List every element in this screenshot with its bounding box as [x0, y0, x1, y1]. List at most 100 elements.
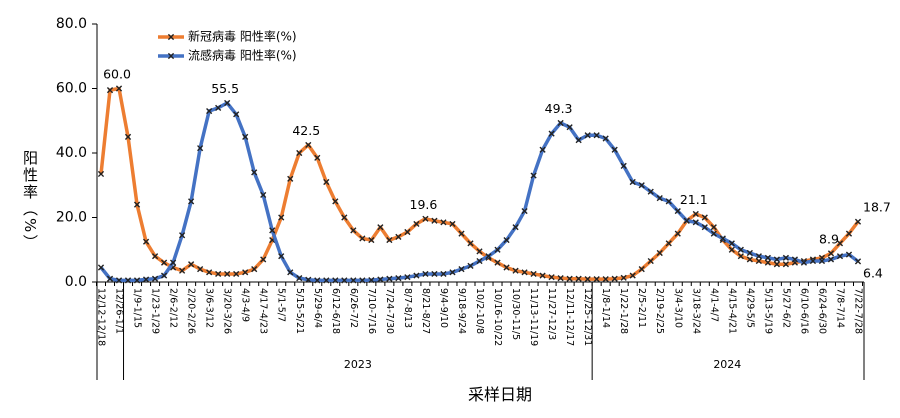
- data-label: 60.0: [103, 67, 131, 82]
- x-tick-label: 4/1-4/7: [708, 288, 719, 322]
- x-tick-label: 6/26-7/2: [348, 288, 359, 328]
- point-marker: [665, 198, 672, 205]
- x-tick-label: 11/27-12/3: [546, 288, 557, 340]
- point-marker: [818, 257, 826, 265]
- point-marker: [305, 276, 312, 283]
- point-marker: [179, 267, 186, 274]
- x-group-label: 2023: [344, 358, 372, 371]
- point-marker: [773, 256, 780, 263]
- x-tick-label: 10/16-10/22: [492, 288, 503, 346]
- point-marker: [530, 172, 537, 179]
- y-tick-label: 20.0: [56, 210, 87, 226]
- x-tick-label: 7/22-7/28: [853, 288, 864, 334]
- point-marker: [854, 258, 862, 265]
- point-marker: [656, 195, 663, 202]
- point-marker: [683, 217, 690, 224]
- point-marker: [449, 269, 456, 276]
- point-marker: [611, 275, 618, 282]
- point-marker: [269, 227, 276, 234]
- point-marker: [836, 253, 844, 260]
- point-marker: [395, 233, 402, 240]
- point-marker: [151, 275, 159, 282]
- point-marker: [728, 246, 735, 253]
- point-marker: [251, 169, 258, 176]
- point-marker: [206, 269, 213, 276]
- point-marker: [287, 175, 294, 182]
- point-marker: [602, 135, 609, 142]
- x-tick-label: 5/13-5/19: [762, 288, 773, 334]
- point-marker: [584, 276, 591, 283]
- point-marker: [746, 256, 753, 263]
- x-tick-label: 2/5-2/11: [636, 288, 647, 328]
- x-tick-label: 6/12-6/18: [330, 288, 341, 334]
- point-marker: [764, 259, 771, 266]
- point-marker: [512, 224, 519, 231]
- point-marker: [422, 215, 429, 222]
- point-marker: [404, 274, 411, 281]
- x-tick-label: 3/18-3/24: [690, 288, 701, 334]
- point-marker: [314, 277, 321, 284]
- point-marker: [782, 261, 789, 268]
- point-marker: [593, 276, 600, 283]
- point-marker: [782, 254, 790, 261]
- x-tick-label: 2/6-2/12: [168, 288, 179, 328]
- point-marker: [151, 253, 159, 260]
- point-marker: [386, 236, 393, 244]
- point-marker: [845, 251, 853, 258]
- point-marker: [593, 132, 600, 139]
- series-line: [99, 101, 860, 283]
- x-tick-label: 7/8-7/14: [834, 288, 845, 328]
- point-marker: [665, 240, 672, 247]
- point-marker: [494, 246, 501, 253]
- point-marker: [656, 249, 663, 257]
- x-tick-label: 4/17-4/23: [258, 288, 269, 334]
- x-tick-label: 9/18-9/24: [456, 288, 467, 334]
- point-marker: [224, 99, 231, 107]
- point-marker: [170, 259, 177, 266]
- point-marker: [827, 250, 835, 257]
- data-label: 21.1: [680, 192, 708, 207]
- x-tick-label: 12/26-1/1: [114, 288, 125, 334]
- point-marker: [377, 224, 384, 231]
- legend-marker: [167, 33, 175, 41]
- point-marker: [124, 133, 132, 140]
- point-marker: [350, 227, 357, 234]
- x-tick-label: 5/15-5/21: [294, 288, 305, 334]
- point-marker: [368, 236, 375, 244]
- point-marker: [638, 182, 645, 189]
- point-marker: [692, 219, 699, 226]
- point-marker: [359, 277, 366, 284]
- point-marker: [809, 257, 817, 265]
- y-tick-label: 0.0: [65, 274, 87, 290]
- point-marker: [160, 259, 168, 266]
- point-marker: [106, 87, 114, 94]
- point-marker: [314, 154, 321, 161]
- point-marker: [503, 236, 510, 244]
- point-marker: [332, 277, 339, 284]
- point-marker: [737, 253, 744, 260]
- point-marker: [620, 274, 627, 281]
- point-marker: [494, 259, 501, 266]
- legend-label: 流感病毒 阳性率(%): [188, 48, 297, 63]
- point-marker: [133, 277, 141, 284]
- x-tick-label: 6/24-6/30: [816, 288, 827, 334]
- point-marker: [557, 119, 564, 127]
- point-marker: [755, 257, 762, 265]
- point-marker: [233, 111, 240, 118]
- point-marker: [692, 210, 699, 218]
- point-marker: [413, 220, 420, 228]
- data-label: 55.5: [211, 81, 239, 96]
- point-marker: [530, 270, 537, 278]
- data-label: 49.3: [545, 101, 573, 116]
- point-marker: [836, 240, 844, 247]
- x-tick-label: 10/30-11/5: [510, 288, 521, 340]
- point-marker: [332, 198, 339, 205]
- point-marker: [160, 272, 168, 279]
- point-marker: [215, 270, 222, 278]
- x-tick-label: 12/25-12/31: [582, 288, 593, 346]
- point-marker: [467, 240, 474, 247]
- y-tick-label: 80.0: [56, 16, 87, 32]
- point-marker: [539, 272, 546, 279]
- point-marker: [296, 149, 303, 157]
